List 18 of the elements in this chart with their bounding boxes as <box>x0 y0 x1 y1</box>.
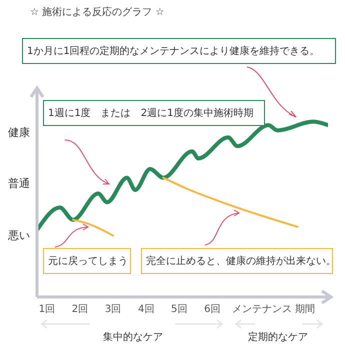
x-tick-label: メンテナンス <box>232 304 292 316</box>
text: 健康 <box>7 125 31 140</box>
annotation: 元に戻ってしまう <box>43 248 131 274</box>
x-tick-label: 2回 <box>72 304 88 316</box>
text: 定期的なケア <box>247 330 309 344</box>
text: 集中的なケア <box>102 330 164 344</box>
x-tick-label: 4回 <box>138 304 154 316</box>
x-tick-label: 5回 <box>171 304 188 316</box>
text: 1週に1度 または 2週に1度の集中施術時期 <box>43 100 265 126</box>
x-tick-label: 3回 <box>104 304 122 316</box>
x-tick-label: 6回 <box>204 304 220 316</box>
text: 普通 <box>7 176 31 191</box>
text: 悪い <box>7 228 31 243</box>
x-tick-label: 1回 <box>38 304 56 316</box>
x-tick-label: 期間 <box>294 303 315 316</box>
text: 1か月に1回程の定期的なメンテナンスにより健康を維持できる。 <box>22 38 336 64</box>
chart-title: ☆ 施術による反応のグラフ ☆ <box>30 6 164 19</box>
annotation: 完全に止めると、健康の維持が出来ない。 <box>141 248 336 274</box>
